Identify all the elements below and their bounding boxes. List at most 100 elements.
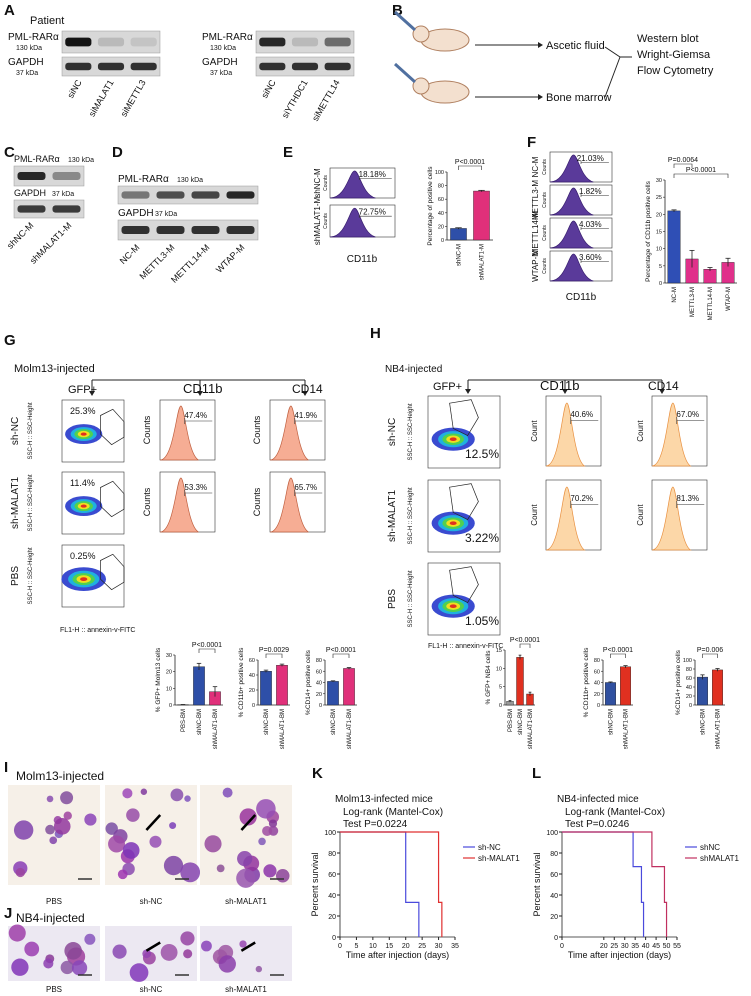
blot-band <box>191 191 220 199</box>
y-tick-label: 25 <box>656 195 662 201</box>
bar <box>667 210 681 284</box>
chart-subtitle: Log-rank (Mantel-Cox) <box>343 807 443 818</box>
axis-label: SSC-H :: SSC-Height <box>28 547 34 604</box>
y-tick-label: 0 <box>554 935 558 942</box>
bar <box>605 682 616 706</box>
density <box>80 432 87 436</box>
blot-band <box>121 191 150 199</box>
blot-band <box>259 37 286 47</box>
y-tick-label: 20 <box>686 694 692 700</box>
significance-bracket <box>673 163 693 168</box>
row-label: PBS <box>10 566 21 586</box>
lane-label: WTAP-M <box>214 242 246 274</box>
arrow-head <box>659 389 665 394</box>
y-tick-label: 100 <box>324 830 336 837</box>
arrow-head <box>302 391 308 396</box>
density <box>80 577 88 582</box>
x-tick-label: 20 <box>600 943 608 950</box>
x-tick-label: 10 <box>369 943 377 950</box>
panel-letter: A <box>4 2 15 19</box>
histogram <box>549 253 594 282</box>
axis-label: CD11b <box>347 254 378 265</box>
label: GAPDH <box>14 188 46 198</box>
label: Patient <box>30 15 64 27</box>
cell <box>163 855 184 876</box>
column-label: CD11b <box>540 378 580 393</box>
cell <box>64 942 82 960</box>
blot-band <box>17 172 46 180</box>
panel-letter: K <box>312 765 323 782</box>
gate <box>449 566 479 604</box>
label: 130 kDa <box>210 45 236 52</box>
cell <box>236 868 256 888</box>
cell <box>275 868 290 883</box>
gate-percent: 1.82% <box>579 187 602 196</box>
cell <box>46 795 54 803</box>
label: GAPDH <box>202 57 238 68</box>
y-tick-label: 60 <box>686 676 692 682</box>
blot-band <box>324 37 351 47</box>
axis-label: SSC-H :: SSC-Height <box>28 474 34 531</box>
y-tick-label: 40 <box>316 681 322 687</box>
x-tick-label: 35 <box>451 943 459 950</box>
x-tick-label: WTAP-M <box>726 287 732 311</box>
x-tick-label: shMALAT1-BM <box>624 709 630 749</box>
blot-band <box>97 62 125 71</box>
sample-label: Bone marrow <box>546 92 611 104</box>
y-tick-label: 0 <box>332 935 336 942</box>
bar <box>193 666 205 706</box>
cell <box>239 940 247 948</box>
row-label: sh-MALAT1 <box>387 490 398 542</box>
x-tick-label: 45 <box>652 943 660 950</box>
axis-label: Counts <box>542 192 548 208</box>
panel-letter: C <box>4 144 15 161</box>
sample-label: METTL3-M <box>531 180 540 220</box>
axis-label: % GFP+ NB4 cells <box>485 650 492 705</box>
bar <box>516 657 524 706</box>
y-tick-label: 80 <box>594 658 600 664</box>
axis-label: Count <box>530 504 539 526</box>
gate-percent: 47.4% <box>184 411 207 420</box>
panel-letter: L <box>532 765 541 782</box>
image-label: sh-NC <box>140 897 163 906</box>
blot <box>13 165 85 187</box>
y-tick-label: 30 <box>166 653 172 659</box>
significance-bracket <box>673 173 729 178</box>
sample-label: Ascetic fluid <box>546 40 605 52</box>
mouse-head <box>412 77 430 95</box>
panel-letter: H <box>370 325 381 342</box>
x-tick-label: METTL3-M <box>690 287 696 317</box>
bar <box>620 666 631 706</box>
cell <box>216 864 225 873</box>
blot-band <box>226 226 255 234</box>
axis-label: CD11b <box>566 292 597 303</box>
gate-percent: 11.4% <box>70 478 95 488</box>
x-tick-label: PBS-BM <box>508 709 514 732</box>
axis-label: Counts <box>142 487 152 516</box>
bar <box>260 671 272 706</box>
annotation: P=0.0029 <box>259 647 289 654</box>
blot-band <box>226 191 255 199</box>
y-tick-label: 10 <box>496 666 502 672</box>
blot <box>255 30 355 54</box>
significance-bracket <box>519 643 531 648</box>
lane-label: siYTHDC1 <box>280 78 310 120</box>
annotation: P<0.0001 <box>326 647 356 654</box>
chart-subtitle: Test P=0.0224 <box>343 819 408 830</box>
sample-label: shNC-M <box>313 168 322 198</box>
assay-label: Wright-Giemsa <box>637 49 711 61</box>
gate-percent: 70.2% <box>570 494 593 503</box>
syringe <box>393 10 417 32</box>
y-tick-label: 5 <box>499 685 502 691</box>
y-tick-label: 0 <box>169 703 172 709</box>
blot-band <box>156 191 185 199</box>
row-label: sh-NC <box>10 417 21 445</box>
axis-label: Counts <box>542 258 548 274</box>
arrow <box>240 814 257 831</box>
cell <box>129 963 149 982</box>
arrow-head <box>562 389 568 394</box>
panel-letter: J <box>4 905 12 922</box>
axis-label: FL1-H :: annexin-v-FITC <box>60 627 135 634</box>
bar <box>276 665 288 706</box>
axis-label: Percent survival <box>310 852 320 916</box>
